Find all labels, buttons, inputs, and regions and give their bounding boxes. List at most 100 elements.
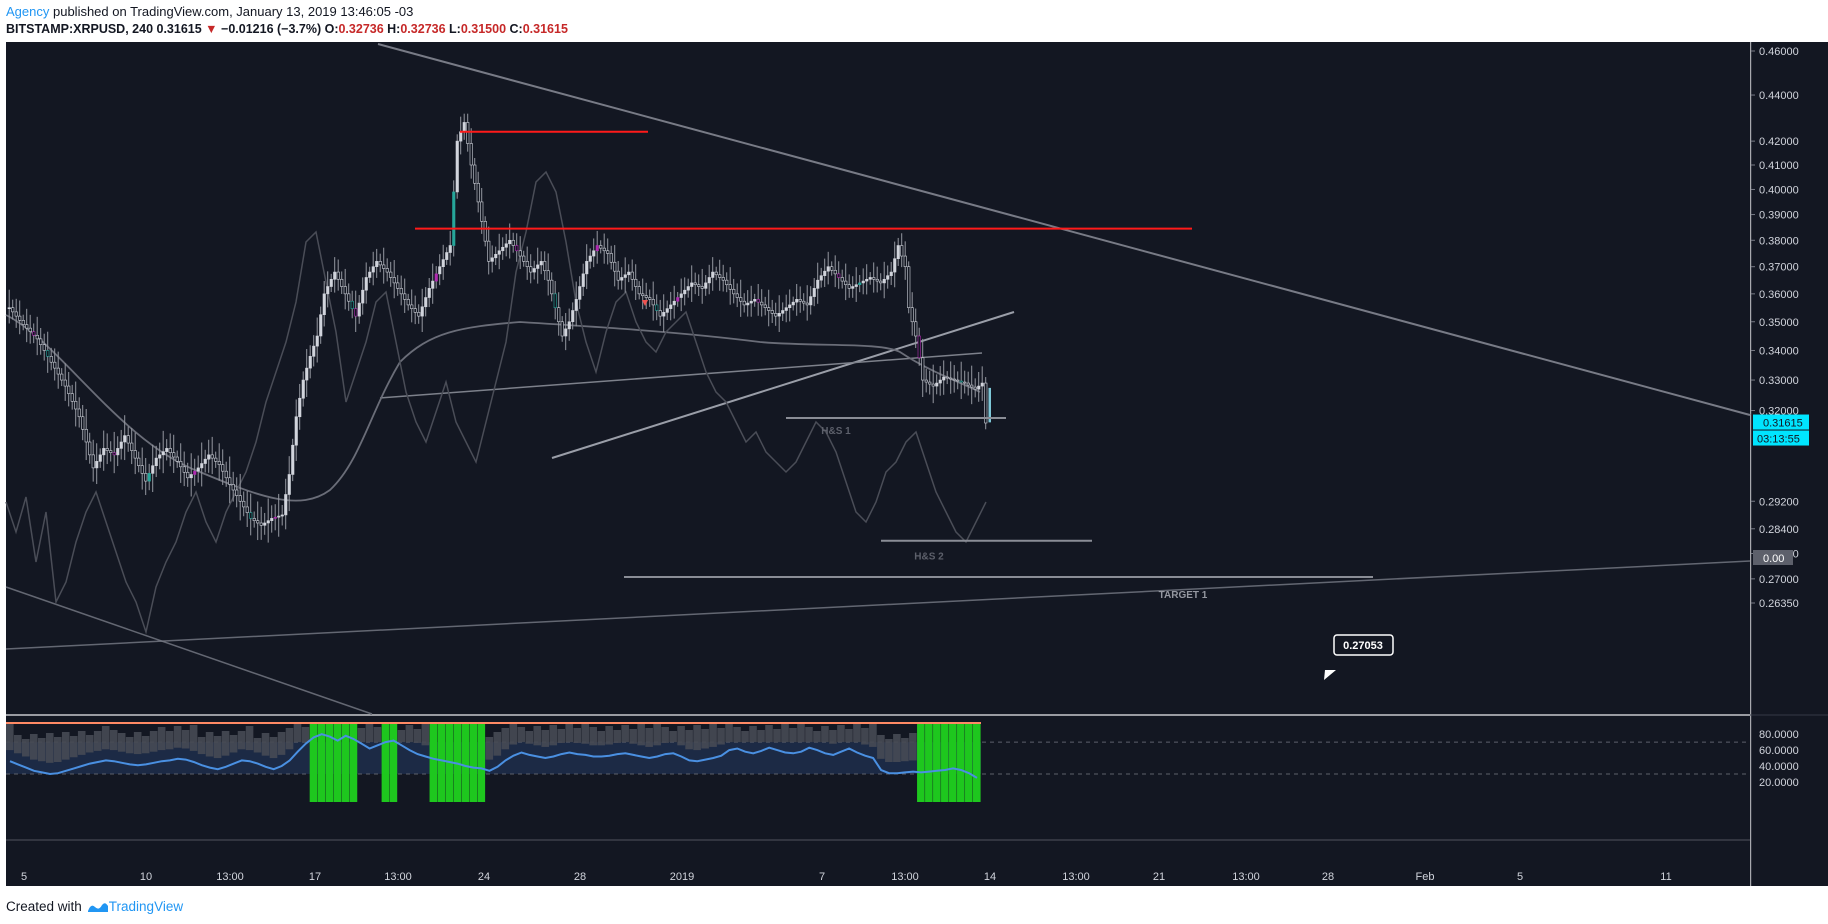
candle bbox=[616, 270, 620, 281]
candle bbox=[238, 495, 242, 502]
candle bbox=[378, 261, 382, 266]
histogram-bar bbox=[429, 723, 438, 802]
candle bbox=[683, 289, 687, 295]
histogram-bar bbox=[645, 728, 653, 747]
secondary-value-tag bbox=[1753, 550, 1793, 565]
low-label: L: bbox=[449, 22, 461, 36]
candle bbox=[809, 296, 813, 306]
candle bbox=[7, 307, 11, 310]
candle bbox=[553, 293, 557, 309]
histogram-bar bbox=[277, 732, 286, 755]
low-value: 0.31500 bbox=[460, 22, 507, 36]
candle bbox=[95, 461, 99, 469]
histogram-bar bbox=[613, 730, 621, 743]
candle bbox=[686, 286, 690, 291]
candle bbox=[109, 450, 113, 454]
candle bbox=[977, 385, 981, 390]
symbol-label[interactable]: BITSTAMP:XRPUSD, 240 bbox=[6, 22, 154, 36]
candle bbox=[193, 470, 197, 475]
candle bbox=[508, 239, 512, 245]
author-link[interactable]: Agency bbox=[6, 4, 50, 19]
candle bbox=[39, 338, 43, 345]
candle bbox=[49, 356, 53, 363]
histogram-bar bbox=[973, 723, 981, 802]
candle bbox=[245, 506, 249, 513]
price-axis-label: 0.37000 bbox=[1759, 262, 1799, 274]
candle bbox=[364, 277, 368, 291]
rsi-axis-label: 40.0000 bbox=[1759, 761, 1799, 773]
candle bbox=[742, 300, 746, 306]
candle bbox=[868, 277, 872, 280]
candle bbox=[74, 400, 78, 410]
candle bbox=[60, 373, 64, 381]
candle bbox=[459, 131, 463, 142]
histogram-bar bbox=[877, 735, 885, 759]
candle bbox=[350, 300, 354, 309]
candle bbox=[179, 461, 183, 468]
candle bbox=[518, 250, 522, 257]
candle bbox=[949, 377, 953, 380]
histogram-bar bbox=[917, 723, 925, 802]
candle bbox=[203, 458, 207, 464]
price-change: −0.01216 (−3.7%) bbox=[221, 22, 322, 36]
histogram-bar bbox=[309, 723, 318, 802]
last-price: 0.31615 bbox=[156, 22, 202, 36]
histogram-bar bbox=[605, 726, 613, 745]
candle bbox=[84, 428, 88, 443]
histogram-bar bbox=[693, 725, 701, 751]
candle bbox=[557, 307, 561, 323]
candle bbox=[875, 278, 879, 282]
published-text: published on TradingView.com, January 13… bbox=[49, 4, 414, 19]
close-value: 0.31615 bbox=[522, 22, 568, 36]
time-axis-label: 13:00 bbox=[1062, 871, 1090, 883]
candle bbox=[830, 266, 834, 271]
candle bbox=[368, 271, 372, 278]
price-axis-label: 0.34000 bbox=[1759, 345, 1799, 357]
histogram-bar bbox=[885, 739, 893, 763]
price-axis-label: 0.28400 bbox=[1759, 524, 1799, 536]
candle bbox=[567, 321, 571, 330]
histogram-bar bbox=[13, 735, 22, 754]
candle bbox=[490, 257, 494, 262]
candle bbox=[921, 357, 925, 381]
candle bbox=[88, 441, 92, 456]
candle bbox=[700, 286, 704, 289]
candle bbox=[375, 261, 379, 268]
histogram-bar bbox=[261, 733, 270, 756]
candle bbox=[851, 286, 855, 289]
histogram-bar bbox=[549, 725, 558, 746]
histogram-bar bbox=[69, 736, 78, 758]
countdown-tag bbox=[1753, 430, 1809, 446]
candle bbox=[434, 273, 438, 282]
candle bbox=[606, 250, 610, 254]
candle bbox=[242, 500, 246, 508]
lower-descending-line bbox=[5, 586, 373, 715]
candle bbox=[644, 295, 648, 298]
histogram-bar bbox=[485, 737, 494, 760]
candle bbox=[973, 386, 977, 390]
price-pane-background bbox=[6, 42, 1750, 714]
price-axis-label: 0.35000 bbox=[1759, 317, 1799, 329]
candle bbox=[924, 379, 928, 383]
candle bbox=[655, 304, 659, 311]
candle bbox=[494, 253, 498, 259]
price-axis-label: 0.39000 bbox=[1759, 210, 1799, 222]
candle bbox=[133, 450, 137, 459]
candle bbox=[389, 271, 393, 278]
tradingview-brand-link[interactable]: TradingView bbox=[84, 898, 183, 916]
candle bbox=[315, 335, 319, 347]
histogram-bar bbox=[285, 728, 294, 750]
histogram-bar bbox=[133, 732, 142, 755]
candles bbox=[7, 113, 988, 543]
histogram-bar bbox=[813, 731, 821, 743]
candle bbox=[819, 275, 823, 281]
time-axis-label: 28 bbox=[574, 871, 586, 883]
histogram-bar bbox=[389, 723, 398, 802]
histogram-bar bbox=[293, 723, 302, 743]
price-chart[interactable]: 0.46000 0.44000 0.42000 0.41000 0.40000 0.390… bbox=[0, 42, 1828, 888]
candle bbox=[284, 494, 288, 516]
candle bbox=[298, 397, 302, 418]
candle bbox=[172, 452, 176, 458]
histogram-bar bbox=[477, 723, 486, 802]
histogram-bar bbox=[573, 728, 582, 743]
